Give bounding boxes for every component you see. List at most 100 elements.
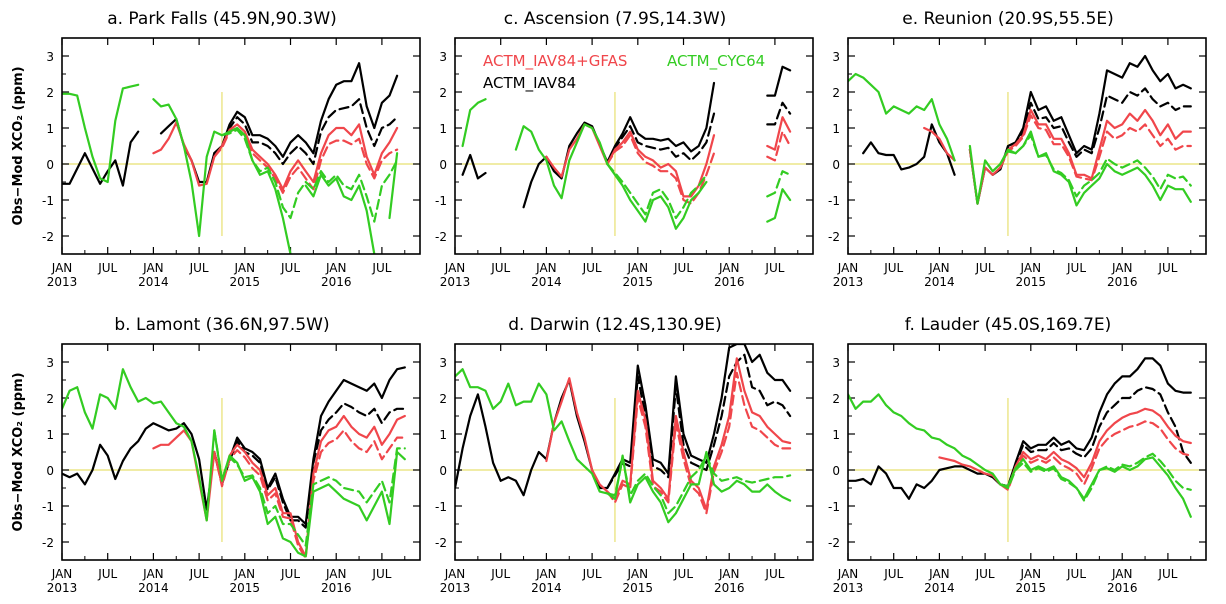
x-tick-label: JAN [1111,261,1133,275]
x-tick-label: JAN [1020,567,1042,581]
x-tick-label: JUL [371,567,391,581]
y-tick-label: 1 [439,428,447,442]
series-green-dashed [220,128,399,223]
y-tick-label: 0 [832,464,840,478]
series-black-solid [461,65,792,209]
x-tick-label: JUL [673,261,693,275]
series-red-solid [152,121,399,191]
x-tick-label: JUL [371,261,391,275]
x-tick-label: JUL [189,261,209,275]
series-red-solid [938,407,1192,490]
x-tick-year-label: 2013 [47,581,78,595]
x-tick-label: JUL [883,567,903,581]
series-green-solid [62,368,406,558]
x-tick-year-label: 2015 [623,275,654,289]
series-black-solid [62,62,399,187]
panel-ascension: c. Ascension (7.9S,14.3W) -2-10123JAN201… [435,9,814,289]
plot-frame [61,343,421,561]
x-tick-label: JAN [142,567,164,581]
y-tick-label: 0 [46,158,54,172]
panel-title: d. Darwin (12.4S,130.9E) [508,315,722,335]
x-tick-label: JUL [673,567,693,581]
series-group [461,65,792,230]
series-group [848,357,1192,518]
x-tick-label: JUL [1066,567,1086,581]
x-tick-year-label: 2014 [531,275,562,289]
series-red-dashed [999,420,1192,491]
y-tick-label: 0 [439,464,447,478]
x-tick-year-label: 2016 [714,275,745,289]
x-tick-label: JAN [51,567,73,581]
y-tick-label: 3 [439,356,447,370]
y-tick-label: 0 [832,158,840,172]
x-tick-label: JUL [97,261,117,275]
x-tick-year-label: 2014 [138,581,169,595]
x-tick-year-label: 2015 [230,275,261,289]
series-green-solid [62,83,399,254]
series-black-dashed [606,353,792,490]
y-tick-label: 0 [46,464,54,478]
y-axis-label: Obs−Mod XCO₂ (ppm) [11,372,26,531]
x-tick-year-label: 2014 [531,581,562,595]
x-tick-label: JUL [280,261,300,275]
x-tick-year-label: 2015 [230,581,261,595]
y-tick-label: -2 [828,230,840,244]
panel-title: c. Ascension (7.9S,14.3W) [504,9,727,29]
x-tick-year-label: 2014 [138,275,169,289]
series-green-dashed [606,454,792,515]
y-tick-label: 3 [439,50,447,64]
x-tick-label: JUL [1066,261,1086,275]
legend-red-label: ACTM_IAV84+GFAS [483,52,627,71]
series-black-solid [62,366,406,526]
y-tick-label: 3 [46,356,54,370]
x-tick-year-label: 2014 [924,275,955,289]
x-tick-label: JAN [142,261,164,275]
y-tick-label: -2 [435,536,447,550]
x-tick-label: JAN [928,567,950,581]
x-tick-label: JAN [234,567,256,581]
series-green-dashed [999,452,1192,502]
y-tick-label: 2 [46,86,54,100]
x-tick-year-label: 2016 [714,581,745,595]
x-tick-label: JAN [234,261,256,275]
y-tick-label: 2 [832,392,840,406]
y-tick-label: 2 [832,86,840,100]
series-black-dashed [999,386,1192,488]
x-tick-label: JUL [1157,567,1177,581]
y-tick-label: 3 [832,50,840,64]
series-green-dashed [999,134,1192,198]
plot-frame [847,37,1207,255]
series-green-dashed [606,162,792,220]
x-tick-label: JUL [97,567,117,581]
y-tick-label: -2 [42,230,54,244]
y-tick-label: 0 [439,158,447,172]
panel-park-falls: a. Park Falls (45.9N,90.3W) -2-10123JAN2… [11,9,421,289]
x-tick-label: JAN [325,261,347,275]
series-red-dashed [606,371,792,515]
x-tick-label: JUL [189,567,209,581]
series-group [455,344,792,524]
x-tick-year-label: 2015 [1016,275,1047,289]
y-tick-label: 1 [46,428,54,442]
panel-title: a. Park Falls (45.9N,90.3W) [107,9,337,29]
x-tick-label: JUL [490,261,510,275]
x-tick-year-label: 2013 [440,581,471,595]
y-tick-label: -1 [42,500,54,514]
y-tick-label: -1 [435,194,447,208]
series-red-dashed [999,114,1192,182]
y-tick-label: -1 [42,194,54,208]
x-tick-label: JUL [883,261,903,275]
y-tick-label: -1 [828,194,840,208]
x-tick-label: JUL [490,567,510,581]
series-black-solid [862,54,1192,205]
x-tick-year-label: 2015 [1016,581,1047,595]
x-tick-label: JAN [444,567,466,581]
x-tick-year-label: 2013 [47,275,78,289]
x-tick-label: JAN [325,567,347,581]
panel-title: e. Reunion (20.9S,55.5E) [902,9,1114,29]
x-tick-label: JAN [837,567,859,581]
panel-title: f. Lauder (45.0S,169.7E) [905,315,1112,335]
